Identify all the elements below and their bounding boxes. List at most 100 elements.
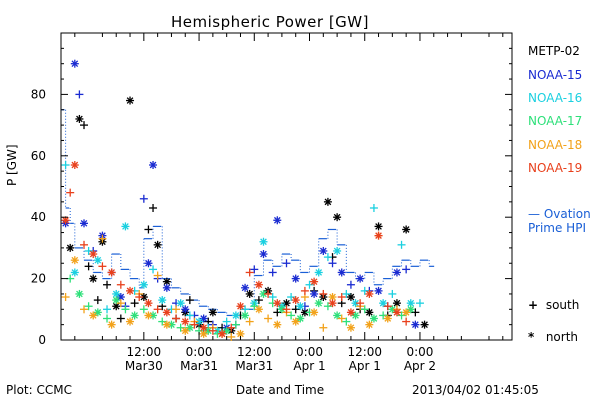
- marker-stroke: [310, 290, 318, 298]
- noaa-15-north-point: [241, 283, 250, 292]
- legend-south-label: south: [545, 298, 580, 312]
- noaa-19-north-point: [273, 299, 282, 308]
- noaa-17-north-point: [222, 326, 231, 335]
- noaa-15-south-point: [139, 194, 148, 203]
- noaa-17-north-point: [369, 314, 378, 323]
- marker-stroke: [296, 302, 304, 310]
- noaa-15-south-point: [402, 265, 411, 274]
- noaa-15-north-point: [181, 305, 190, 314]
- noaa-18-south-point: [337, 314, 346, 323]
- noaa-16-south-point: [305, 280, 314, 289]
- noaa-19-north-point: [162, 308, 171, 317]
- marker-stroke: [365, 309, 373, 316]
- marker-stroke: [126, 318, 134, 325]
- noaa-19-north-point: [61, 216, 70, 225]
- legend-noaa-18: NOAA-18: [528, 138, 583, 152]
- metp-02-north-point: [89, 274, 98, 283]
- noaa-18-north-point: [107, 320, 116, 329]
- noaa-16-south-point: [287, 293, 296, 302]
- noaa-19-south-point: [190, 320, 199, 329]
- noaa-17-north-point: [351, 311, 360, 320]
- noaa-17-south-point: [379, 311, 388, 320]
- noaa-15-south-point: [328, 259, 337, 268]
- noaa-19-north-point: [254, 280, 263, 289]
- marker-stroke: [94, 309, 102, 316]
- x-tick-label-time: 12:00: [237, 345, 272, 359]
- plot-frame: [60, 32, 513, 341]
- marker-stroke: [315, 299, 323, 307]
- noaa-18-north-point: [89, 311, 98, 320]
- marker-stroke: [324, 198, 332, 206]
- noaa-17-north-point: [130, 311, 139, 320]
- marker-stroke: [237, 330, 244, 338]
- noaa-17-south-point: [84, 302, 93, 311]
- marker-stroke: [71, 269, 79, 276]
- marker-stroke: [145, 299, 152, 307]
- noaa-16-south-point: [84, 246, 93, 255]
- marker-stroke: [315, 269, 323, 276]
- noaa-18-south-point: [227, 332, 236, 341]
- marker-stroke: [319, 247, 327, 255]
- legend-south: + south: [528, 298, 579, 312]
- marker-stroke: [407, 305, 415, 313]
- noaa-16-south-point: [342, 289, 351, 298]
- marker-stroke: [310, 309, 318, 316]
- marker-stroke: [71, 60, 79, 68]
- metp-02-south-point: [254, 296, 263, 305]
- marker-stroke: [163, 278, 171, 286]
- legend-north-label: north: [545, 330, 579, 344]
- legend-noaa-15: NOAA-15: [528, 68, 583, 82]
- marker-stroke: [402, 226, 410, 233]
- marker-stroke: [76, 115, 83, 123]
- noaa-18-north-point: [126, 317, 135, 326]
- marker-stroke: [352, 299, 359, 307]
- marker-stroke: [310, 278, 318, 286]
- marker-stroke: [241, 312, 249, 319]
- noaa-18-north-point: [383, 314, 392, 323]
- marker-stroke: [255, 281, 263, 289]
- marker-stroke: [347, 324, 355, 332]
- noaa-19-north-point: [218, 329, 227, 338]
- metp-02-north-point: [126, 96, 135, 105]
- noaa-18-north-point: [346, 323, 355, 332]
- noaa-17-south-point: [121, 305, 130, 314]
- marker-stroke: [412, 321, 419, 328]
- noaa-19-south-point: [319, 289, 328, 298]
- marker-stroke: [181, 305, 189, 313]
- noaa-19-south-point: [66, 188, 75, 197]
- noaa-17-north-point: [314, 299, 323, 308]
- noaa-18-north-point: [365, 320, 374, 329]
- plot-credit: Plot: CCMC: [6, 383, 72, 397]
- x-tick-label-date: Apr 1: [349, 359, 381, 373]
- noaa-19-south-point: [153, 305, 162, 314]
- noaa-19-south-point: [402, 317, 411, 326]
- metp-02-north-point: [323, 197, 332, 206]
- marker-stroke: [145, 312, 152, 319]
- noaa-15-north-point: [273, 216, 282, 225]
- marker-stroke: [186, 324, 194, 332]
- noaa-15-north-point: [162, 283, 171, 292]
- x-tick-label-date: Apr 2: [404, 359, 436, 373]
- noaa-19-north-point: [236, 302, 245, 311]
- x-tick-label-time: 0:00: [186, 345, 213, 359]
- x-tick-label-date: Mar31: [235, 359, 273, 373]
- noaa-18-north-point: [144, 311, 153, 320]
- marker-stroke: [89, 312, 97, 319]
- noaa-19-south-point: [172, 314, 181, 323]
- noaa-18-south-point: [319, 323, 328, 332]
- noaa-17-south-point: [342, 317, 351, 326]
- marker-stroke: [333, 247, 341, 255]
- noaa-18-north-point: [273, 320, 282, 329]
- noaa-15-north-point: [199, 314, 208, 323]
- x-tick-label-time: 0:00: [296, 345, 323, 359]
- marker-stroke: [209, 309, 217, 316]
- marker-stroke: [181, 327, 189, 335]
- marker-stroke: [393, 299, 401, 307]
- noaa-15-south-point: [250, 265, 259, 274]
- metp-02-south-point: [144, 225, 153, 234]
- chart-title: Hemispheric Power [GW]: [171, 13, 369, 31]
- marker-stroke: [126, 287, 134, 295]
- metp-02-south-point: [273, 308, 282, 317]
- y-tick-label: 40: [31, 210, 46, 224]
- noaa-18-north-point: [310, 308, 319, 317]
